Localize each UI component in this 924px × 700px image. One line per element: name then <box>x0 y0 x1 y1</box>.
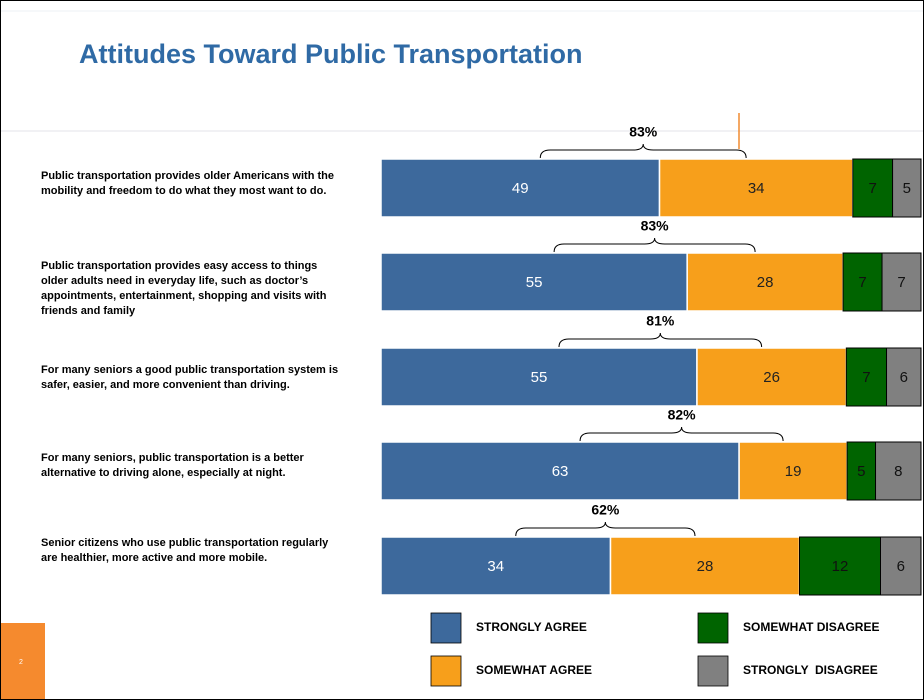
value-label: 7 <box>869 180 877 197</box>
bar-segment <box>380 252 688 312</box>
legend-swatch <box>697 655 729 687</box>
value-label: 5 <box>903 180 911 197</box>
bar-segment <box>738 441 848 501</box>
value-label: 49 <box>512 180 529 197</box>
bar-segment <box>380 347 698 407</box>
bar-segment <box>380 158 661 218</box>
question-label: Senior citizens who use public transport… <box>41 537 329 564</box>
value-label: 7 <box>862 369 870 386</box>
bar-segment <box>686 252 844 312</box>
question-label: For many seniors a good public transport… <box>41 364 339 391</box>
legend-swatch <box>430 655 462 687</box>
net-agree-label: 82% <box>668 407 697 423</box>
bar-segment <box>881 252 922 312</box>
brace <box>515 521 696 537</box>
value-label: 34 <box>487 558 504 575</box>
question-label: Public transportation provides older Ame… <box>41 170 334 197</box>
value-label: 12 <box>832 558 849 575</box>
bar-segment <box>799 536 881 596</box>
bar-segment <box>609 536 801 596</box>
net-agree-label: 83% <box>641 218 670 234</box>
page-number: 2 <box>19 659 23 666</box>
net-agree-label: 62% <box>591 502 620 518</box>
value-label: 28 <box>697 558 714 575</box>
value-label: 6 <box>897 558 905 575</box>
brace <box>579 426 784 442</box>
bar-segment <box>886 347 922 407</box>
value-label: 55 <box>531 369 548 386</box>
value-label: 7 <box>897 274 905 291</box>
net-agree-label: 83% <box>629 124 658 140</box>
brace <box>558 332 763 348</box>
value-label: 63 <box>552 463 569 480</box>
value-label: 34 <box>748 180 765 197</box>
value-label: 8 <box>894 463 902 480</box>
value-label: 5 <box>857 463 865 480</box>
net-agree-label: 81% <box>646 313 675 329</box>
question-label: For many seniors, public transportation … <box>41 452 304 479</box>
title: Attitudes Toward Public Transportation <box>79 39 583 69</box>
bar-segment <box>892 158 922 218</box>
page-tab <box>1 623 45 699</box>
brace <box>553 237 756 253</box>
legend-swatch <box>697 612 729 644</box>
bar-segment <box>875 441 922 501</box>
value-label: 28 <box>757 274 774 291</box>
bar-segment <box>846 441 877 501</box>
bar-segment <box>658 158 854 218</box>
legend-label: SOMEWHAT DISAGREE <box>743 620 879 634</box>
bar-segment <box>380 441 740 501</box>
brace <box>539 143 747 159</box>
legend-label: STRONGLY AGREE <box>476 620 587 634</box>
bar-segment <box>845 347 888 407</box>
legend-label: STRONGLY DISAGREE <box>743 663 878 677</box>
legend-swatch <box>430 612 462 644</box>
bar-segment <box>852 158 894 218</box>
value-label: 19 <box>785 463 802 480</box>
value-label: 55 <box>526 274 543 291</box>
legend-label: SOMEWHAT AGREE <box>476 663 592 677</box>
bar-segment <box>696 347 848 407</box>
question-label: Public transportation provides easy acce… <box>41 260 327 317</box>
value-label: 7 <box>858 274 866 291</box>
bar-segment <box>880 536 922 596</box>
value-label: 6 <box>900 369 908 386</box>
bar-segment <box>380 536 612 596</box>
value-label: 26 <box>763 369 780 386</box>
